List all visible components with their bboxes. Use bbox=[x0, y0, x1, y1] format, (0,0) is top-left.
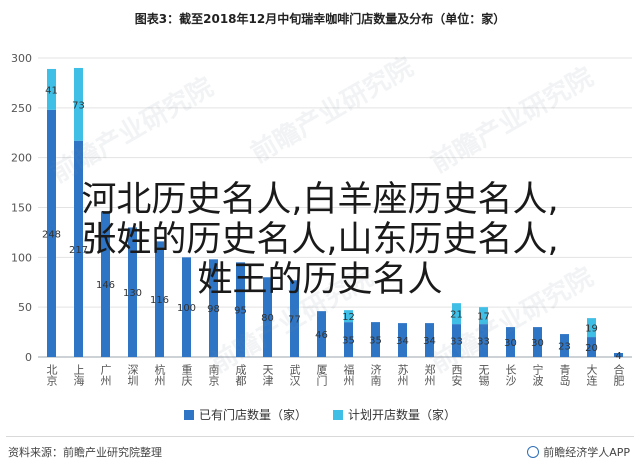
bar-existing bbox=[533, 327, 542, 357]
data-label-existing: 130 bbox=[123, 288, 142, 299]
legend-label-existing: 已有门店数量（家） bbox=[198, 408, 307, 422]
bar-existing bbox=[290, 280, 299, 357]
x-tick-label: 南京 bbox=[207, 364, 220, 387]
source-note: 资料来源：前瞻产业研究院整理 bbox=[8, 446, 162, 459]
data-label-existing: 248 bbox=[42, 229, 61, 240]
footer-divider bbox=[6, 436, 634, 437]
x-tick-label: 济南 bbox=[369, 363, 382, 386]
y-tick-label: 200 bbox=[11, 152, 32, 165]
y-tick-label: 100 bbox=[11, 251, 32, 264]
data-label-existing: 80 bbox=[261, 313, 274, 324]
bar-existing bbox=[560, 334, 569, 357]
brand-mark: 前瞻经济学人APP bbox=[527, 444, 630, 460]
data-label-existing: 20 bbox=[585, 343, 598, 354]
data-label-existing: 23 bbox=[558, 342, 571, 353]
x-tick-label: 北京 bbox=[45, 364, 58, 387]
data-label-existing: 116 bbox=[150, 295, 169, 306]
data-label-existing: 98 bbox=[207, 304, 220, 315]
bar-planned bbox=[47, 68, 56, 110]
x-tick-label: 苏州 bbox=[396, 364, 409, 386]
bar-existing bbox=[74, 140, 83, 357]
legend-swatch-existing bbox=[183, 409, 194, 420]
bar-existing bbox=[371, 322, 380, 357]
data-label-planned: 73 bbox=[72, 100, 85, 111]
x-tick-label: 无锡 bbox=[477, 364, 490, 387]
data-label-planned: 41 bbox=[45, 85, 58, 96]
bar-existing bbox=[209, 259, 218, 357]
data-label-existing: 4 bbox=[615, 351, 621, 362]
data-label-existing: 33 bbox=[450, 337, 463, 348]
bar-planned bbox=[587, 318, 596, 338]
bar-existing bbox=[101, 211, 110, 357]
x-tick-label: 天津 bbox=[261, 364, 274, 386]
x-tick-label: 大连 bbox=[585, 363, 598, 386]
data-label-planned: 17 bbox=[477, 312, 490, 323]
bar-planned bbox=[344, 310, 353, 323]
data-label-existing: 217 bbox=[69, 245, 88, 256]
legend-swatch-planned bbox=[333, 409, 343, 420]
bar-planned bbox=[452, 303, 461, 325]
data-label-existing: 146 bbox=[96, 280, 115, 291]
bar-existing bbox=[182, 257, 191, 357]
x-tick-label: 郑州 bbox=[423, 363, 436, 386]
x-tick-label: 宁波 bbox=[531, 363, 544, 387]
x-tick-label: 长沙 bbox=[504, 364, 517, 386]
bar-existing bbox=[587, 337, 596, 357]
x-tick-label: 重庆 bbox=[180, 363, 193, 387]
bar-existing bbox=[317, 311, 326, 357]
brand-label: 前瞻经济学人APP bbox=[543, 446, 630, 459]
bar-existing bbox=[614, 353, 623, 357]
bar-existing bbox=[506, 327, 515, 357]
x-tick-label: 成都 bbox=[234, 364, 247, 386]
y-tick-label: 300 bbox=[11, 52, 32, 65]
x-tick-label: 上海 bbox=[72, 364, 85, 387]
chart-legend: 已有门店数量（家） 计划开店数量（家） bbox=[0, 406, 640, 423]
data-label-existing: 30 bbox=[531, 338, 544, 349]
data-label-planned: 21 bbox=[450, 310, 463, 321]
x-tick-label: 合肥 bbox=[612, 363, 625, 386]
y-tick-label: 0 bbox=[25, 351, 32, 364]
data-label-existing: 34 bbox=[396, 336, 409, 347]
y-tick-label: 150 bbox=[11, 202, 32, 215]
bar-existing bbox=[263, 277, 272, 357]
chart-title: 图表3：截至2018年12月中旬瑞幸咖啡门店数量及分布（单位：家） bbox=[134, 12, 506, 26]
bar-existing bbox=[425, 323, 434, 357]
data-label-existing: 35 bbox=[342, 336, 355, 347]
legend-item-planned: 计划开店数量（家） bbox=[333, 406, 456, 423]
x-tick-label: 武汉 bbox=[288, 364, 301, 387]
bar-planned bbox=[479, 307, 488, 325]
bar-existing bbox=[236, 262, 245, 357]
bar-existing bbox=[47, 109, 56, 358]
bar-existing bbox=[398, 323, 407, 357]
y-tick-label: 250 bbox=[11, 102, 32, 115]
data-label-existing: 46 bbox=[315, 330, 328, 341]
x-tick-label: 深圳 bbox=[126, 364, 139, 386]
legend-item-existing: 已有门店数量（家） bbox=[183, 406, 307, 423]
bar-existing bbox=[155, 241, 164, 357]
brand-logo-icon bbox=[527, 446, 540, 458]
y-tick-label: 50 bbox=[18, 301, 32, 314]
bar-existing bbox=[128, 227, 137, 357]
x-tick-label: 西安 bbox=[450, 364, 463, 387]
legend-label-planned: 计划开店数量（家） bbox=[348, 408, 457, 422]
data-label-existing: 30 bbox=[504, 338, 517, 349]
data-label-existing: 77 bbox=[288, 315, 301, 326]
bar-chart: 0 50 100 150 200 250 300 41 248 北京 73 217 上海 146 广州 130… bbox=[11, 52, 632, 387]
x-tick-label: 杭州 bbox=[153, 363, 166, 386]
data-label-existing: 95 bbox=[234, 306, 247, 317]
bar-existing bbox=[479, 324, 488, 357]
data-label-existing: 34 bbox=[423, 336, 436, 347]
x-tick-label: 福州 bbox=[342, 363, 355, 386]
data-label-existing: 35 bbox=[369, 336, 382, 347]
x-tick-label: 广州 bbox=[99, 364, 112, 386]
data-label-existing: 100 bbox=[177, 303, 196, 314]
bar-planned bbox=[74, 67, 83, 141]
bar-existing bbox=[452, 324, 461, 357]
x-tick-label: 厦门 bbox=[315, 364, 328, 387]
data-label-existing: 33 bbox=[477, 337, 490, 348]
data-label-planned: 12 bbox=[342, 312, 355, 323]
data-label-planned: 19 bbox=[585, 324, 598, 335]
bar-existing bbox=[344, 322, 353, 357]
x-tick-label: 青岛 bbox=[558, 364, 571, 387]
